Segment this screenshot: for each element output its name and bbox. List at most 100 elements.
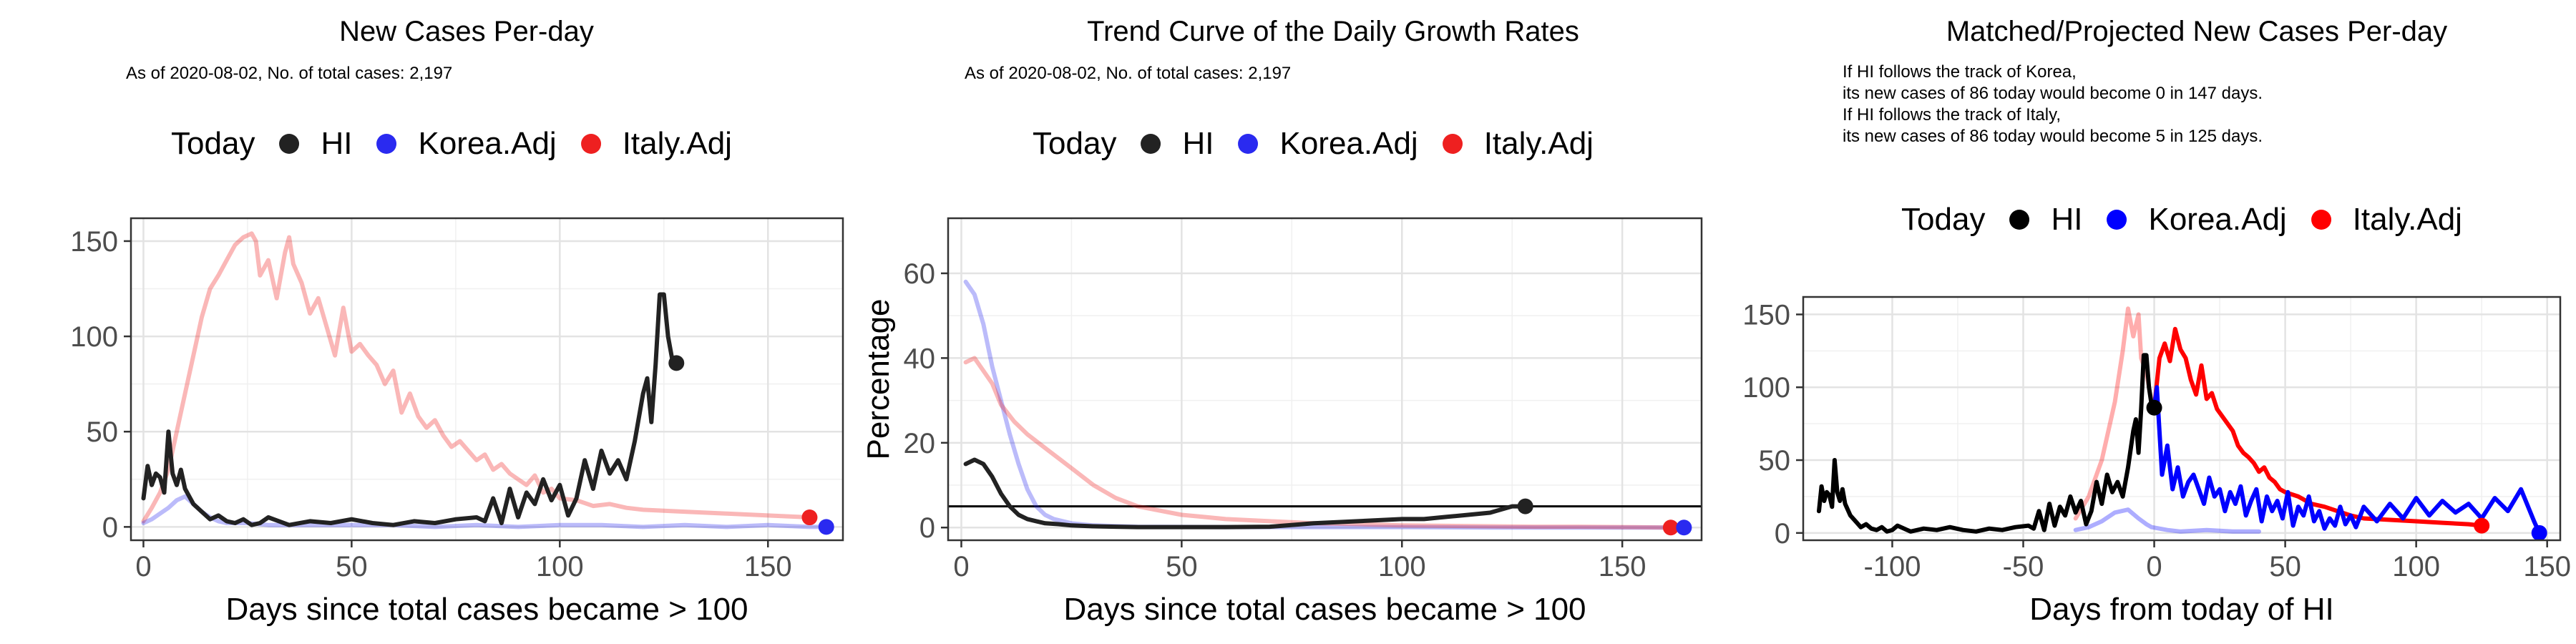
x-tick-label: 0 bbox=[135, 551, 151, 582]
x-tick-label: 50 bbox=[1166, 551, 1198, 582]
legend-label-korea: Korea.Adj bbox=[2148, 202, 2287, 237]
legend-dot-korea bbox=[1238, 134, 1259, 154]
legend-item-italy: Italy.Adj bbox=[1442, 126, 1594, 162]
x-tick-label: 50 bbox=[2269, 551, 2301, 582]
x-axis-label: Days since total cases became > 100 bbox=[1063, 592, 1586, 627]
panel-projected: Matched/Projected New Cases Per-day If H… bbox=[1717, 0, 2576, 644]
legend-item-korea: Korea.Adj bbox=[1238, 126, 1418, 162]
series-line-italy-adj bbox=[141, 231, 812, 524]
legend-dot-italy bbox=[1442, 134, 1463, 154]
legend-item-hi: HI bbox=[1141, 126, 1214, 162]
legend-label-hi: HI bbox=[1182, 126, 1214, 161]
legend-label-korea: Korea.Adj bbox=[418, 126, 557, 161]
x-axis-label: Days from today of HI bbox=[2029, 592, 2333, 627]
today-point-italy-adj bbox=[801, 509, 818, 526]
panel-growth-rates: Trend Curve of the Daily Growth Rates As… bbox=[859, 0, 1717, 644]
y-tick-label: 20 bbox=[904, 428, 936, 459]
today-point-korea-adj bbox=[1676, 519, 1692, 536]
y-tick-label: 100 bbox=[1742, 372, 1790, 404]
legend: Today HI Korea.Adj Italy.Adj bbox=[1033, 126, 1618, 162]
chart-projected: -100 -50 0 50 100 150 0 50 100 150 Days from today… bbox=[1742, 296, 2571, 627]
series-line-hi bbox=[141, 292, 679, 527]
legend-item-italy: Italy.Adj bbox=[580, 126, 732, 162]
legend-dot-hi bbox=[2009, 210, 2030, 230]
series-line-korea-adj bbox=[141, 494, 829, 530]
chart-growth-rates: 0 50 100 150 0 20 40 60 Days since total cases b… bbox=[861, 217, 1703, 627]
gridlines bbox=[948, 218, 1702, 540]
legend-item-hi: HI bbox=[279, 126, 352, 162]
x-tick-label: 0 bbox=[953, 551, 969, 582]
legend-item-italy: Italy.Adj bbox=[2311, 202, 2462, 238]
gridlines bbox=[131, 218, 843, 540]
legend-dot-italy bbox=[2311, 210, 2331, 230]
y-tick-label: 50 bbox=[87, 416, 119, 448]
y-axis-label: Percentage bbox=[861, 298, 896, 459]
plot-border bbox=[1802, 296, 2562, 542]
today-point-hi bbox=[668, 355, 685, 371]
chart-title: Matched/Projected New Cases Per-day bbox=[1946, 16, 2448, 47]
legend-dot-korea bbox=[376, 134, 397, 154]
x-tick-label: -50 bbox=[2003, 551, 2044, 582]
x-tick-label: 100 bbox=[536, 551, 584, 582]
legend-dot-italy bbox=[580, 134, 601, 154]
y-tick-label: 50 bbox=[1759, 445, 1791, 477]
x-tick-label: 150 bbox=[1599, 551, 1646, 582]
today-point-korea-adj bbox=[2531, 525, 2547, 541]
legend-title: Today bbox=[171, 126, 255, 161]
y-tick-label: 0 bbox=[102, 512, 118, 543]
x-tick-label: 150 bbox=[744, 551, 792, 582]
x-tick-label: 0 bbox=[2146, 551, 2162, 582]
plot-border bbox=[130, 217, 844, 542]
today-point-korea-adj bbox=[818, 519, 834, 535]
note-line-4: its new cases of 86 today would become 5… bbox=[1843, 127, 2263, 146]
series-line-korea-adj bbox=[963, 279, 1687, 530]
series-line-korea-adj bbox=[2073, 507, 2261, 534]
legend-label-italy: Italy.Adj bbox=[1483, 126, 1594, 161]
note-line-2: its new cases of 86 today would become 0… bbox=[1843, 84, 2263, 103]
legend-dot-hi bbox=[1141, 134, 1161, 154]
x-tick-label: 100 bbox=[1378, 551, 1426, 582]
legend-label-korea: Korea.Adj bbox=[1279, 126, 1418, 161]
y-tick-label: 0 bbox=[919, 512, 935, 544]
legend-item-korea: Korea.Adj bbox=[2107, 202, 2287, 238]
legend-label-hi: HI bbox=[321, 126, 353, 161]
y-tick-label: 40 bbox=[904, 343, 936, 374]
chart-new-cases: 0 50 100 150 0 50 100 150 Days since total cases… bbox=[70, 217, 844, 627]
legend-title: Today bbox=[1033, 126, 1117, 161]
plot-border bbox=[947, 217, 1703, 542]
today-point-italy-adj bbox=[1662, 519, 1679, 536]
legend-label-hi: HI bbox=[2051, 202, 2083, 237]
chart-subtitle: As of 2020-08-02, No. of total cases: 2,… bbox=[126, 64, 453, 83]
series-line-hi bbox=[963, 457, 1528, 530]
today-point-italy-adj bbox=[2474, 517, 2490, 534]
panel-new-cases: New Cases Per-day As of 2020-08-02, No. … bbox=[0, 0, 859, 644]
note-line-3: If HI follows the track of Italy, bbox=[1843, 105, 2061, 125]
legend: Today HI Korea.Adj Italy.Adj bbox=[1901, 202, 2487, 238]
y-tick-label: 150 bbox=[1742, 299, 1790, 331]
chart-subtitle: As of 2020-08-02, No. of total cases: 2,… bbox=[965, 64, 1292, 83]
y-tick-label: 60 bbox=[904, 258, 936, 290]
chart-title: Trend Curve of the Daily Growth Rates bbox=[1087, 16, 1579, 47]
y-tick-label: 100 bbox=[70, 321, 118, 353]
legend-label-italy: Italy.Adj bbox=[622, 126, 732, 161]
legend-dot-korea bbox=[2107, 210, 2127, 230]
legend-item-hi: HI bbox=[2009, 202, 2082, 238]
legend-item-korea: Korea.Adj bbox=[376, 126, 557, 162]
x-tick-label: 150 bbox=[2523, 551, 2571, 582]
legend-title: Today bbox=[1901, 202, 1986, 237]
today-point-hi bbox=[2146, 399, 2162, 416]
chart-title: New Cases Per-day bbox=[339, 16, 594, 47]
series-line-hi bbox=[1817, 353, 2157, 534]
today-point-hi bbox=[1517, 498, 1533, 514]
y-tick-label: 0 bbox=[1775, 518, 1790, 550]
x-axis-label: Days since total cases became > 100 bbox=[225, 592, 748, 627]
x-tick-label: 50 bbox=[336, 551, 368, 582]
legend-dot-hi bbox=[279, 134, 300, 154]
x-tick-label: -100 bbox=[1863, 551, 1921, 582]
note-line-1: If HI follows the track of Korea, bbox=[1843, 62, 2077, 82]
legend-label-italy: Italy.Adj bbox=[2352, 202, 2462, 237]
series-line-korea-adj bbox=[2152, 385, 2542, 535]
x-tick-label: 100 bbox=[2392, 551, 2440, 582]
series-line-italy-adj bbox=[963, 356, 1669, 530]
y-tick-label: 150 bbox=[70, 226, 118, 258]
